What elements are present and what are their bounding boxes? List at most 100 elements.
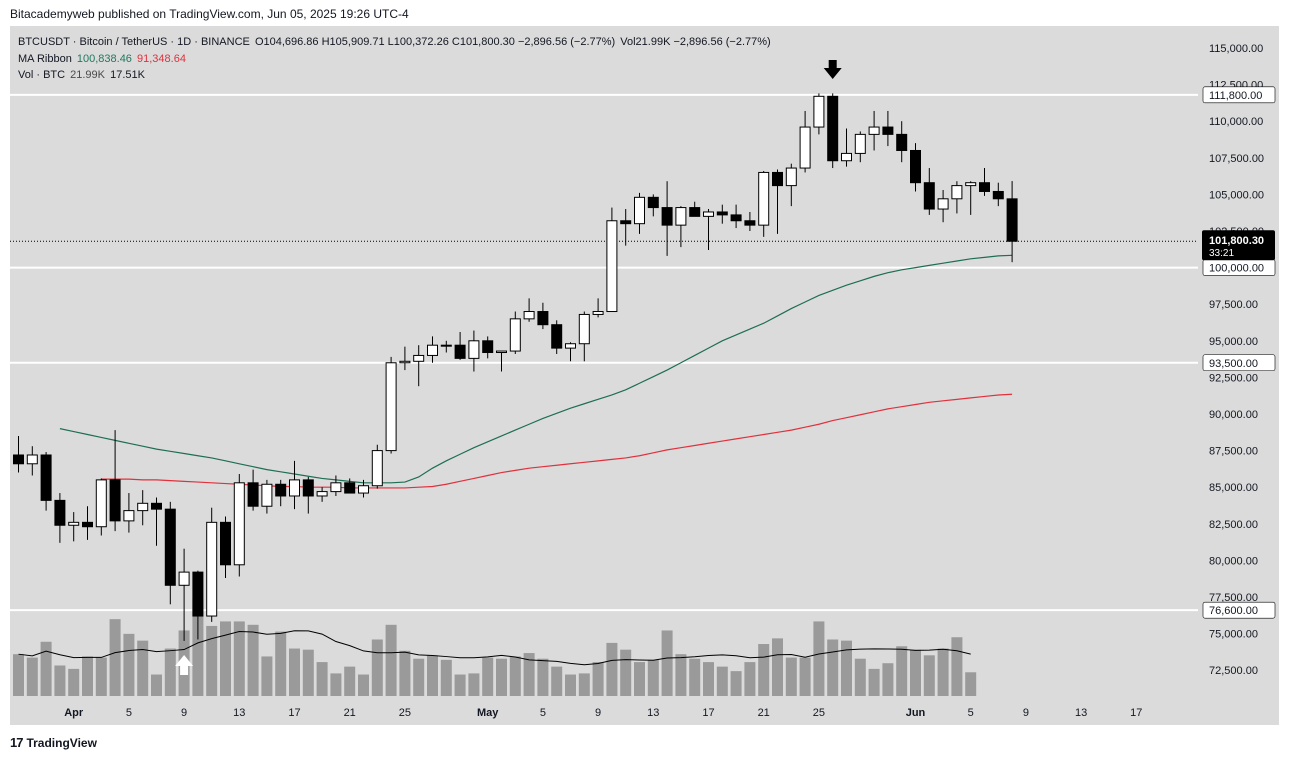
volume-bar	[937, 648, 949, 696]
volume-bar	[247, 624, 259, 696]
legend-ma-slow-value: 91,348.64	[137, 53, 186, 65]
legend-symbol[interactable]: BTCUSDT · Bitcoin / TetherUS · 1D · BINA…	[18, 36, 250, 48]
volume-bar	[882, 663, 894, 696]
volume-bar	[827, 639, 839, 696]
candle-up	[440, 344, 452, 347]
volume-bar	[344, 666, 356, 696]
candle-up	[371, 450, 383, 487]
candle-down	[40, 454, 52, 501]
volume-bar	[427, 655, 438, 696]
candle-down	[992, 190, 1004, 200]
publisher-line: Bitacademyweb published on TradingView.c…	[10, 7, 409, 21]
candle-up	[358, 485, 369, 494]
candle-up	[206, 521, 218, 617]
candle-up	[799, 126, 811, 169]
volume-bar	[261, 656, 273, 696]
volume-bar	[868, 668, 880, 696]
candle-up	[565, 343, 576, 349]
volume-bar	[330, 673, 342, 696]
candle-down	[109, 479, 121, 522]
last-price-label: 101,800.30	[1209, 235, 1264, 247]
volume-bar	[468, 673, 480, 696]
legend-vol-label[interactable]: Vol · BTC	[18, 69, 66, 81]
candle-down	[772, 171, 783, 187]
time-tick-label: 9	[1023, 707, 1029, 719]
price-tick-label: 92,500.00	[1209, 372, 1258, 384]
volume-bar	[509, 656, 521, 696]
candle-up	[841, 152, 852, 162]
candle-up	[330, 482, 342, 493]
time-tick-label: 17	[702, 707, 714, 719]
legend-ma-label[interactable]: MA Ribbon	[18, 53, 72, 65]
volume-bar	[813, 621, 825, 696]
volume-bar	[689, 658, 701, 696]
candle-up	[26, 454, 38, 465]
time-tick-label: 21	[758, 707, 770, 719]
candle-down	[482, 340, 494, 354]
volume-bar	[109, 619, 121, 696]
level-tag-label: 111,800.00	[1209, 90, 1262, 102]
level-tag-label: 100,000.00	[1209, 263, 1264, 275]
candle-up	[233, 482, 245, 566]
volume-bar	[730, 671, 742, 696]
candle-down	[192, 571, 204, 617]
volume-bar	[26, 657, 38, 696]
volume-bar	[316, 662, 328, 696]
candle-down	[54, 499, 66, 526]
time-tick-label: 13	[1075, 707, 1087, 719]
volume-bar	[716, 666, 728, 696]
price-tick-label: 75,000.00	[1209, 629, 1258, 641]
countdown-label: 33:21	[1209, 248, 1234, 259]
candle-down	[151, 502, 162, 510]
volume-bar	[68, 668, 80, 696]
candle-down	[551, 324, 563, 349]
candle-up	[854, 133, 866, 154]
volume-bar	[703, 662, 714, 696]
time-tick-label: 21	[344, 707, 356, 719]
level-tag	[1202, 601, 1276, 619]
ma-fast-line	[59, 254, 1013, 484]
candle-up	[813, 95, 825, 128]
time-tick-label: 13	[647, 707, 659, 719]
volume-bar	[289, 648, 300, 696]
volume-bar	[151, 674, 162, 696]
volume-bar	[592, 662, 604, 696]
candle-down	[620, 220, 632, 225]
volume-bar	[95, 657, 107, 696]
candle-down	[882, 126, 894, 135]
candle-down	[302, 479, 314, 497]
volume-bar	[965, 672, 977, 696]
volume-bar	[220, 621, 231, 696]
candle-up	[965, 182, 977, 187]
tradingview-brand: TradingView	[26, 735, 97, 750]
candle-down	[910, 149, 921, 184]
legend-ohlc: O104,696.86 H105,909.71 L100,372.26 C101…	[254, 36, 616, 48]
volume-bar	[413, 658, 425, 696]
time-tick-label: 17	[288, 707, 300, 719]
candle-up	[261, 483, 273, 507]
chart-area[interactable]	[10, 26, 1279, 725]
volume-bar	[206, 625, 218, 696]
volume-bar	[661, 630, 673, 696]
candle-down	[647, 196, 659, 209]
candle-down	[13, 454, 24, 465]
time-tick-label: 5	[540, 707, 546, 719]
volume-bar	[164, 648, 176, 696]
candle-up	[634, 196, 645, 225]
tradingview-footer[interactable]: 17 TradingView	[10, 735, 97, 750]
volume-bar	[578, 673, 590, 696]
price-tick-label: 110,000.00	[1209, 116, 1263, 128]
level-tag	[1202, 354, 1276, 372]
candle-up	[951, 185, 963, 200]
volume-bar	[647, 659, 659, 696]
volume-bar	[551, 666, 563, 696]
level-tag	[1202, 86, 1276, 104]
price-tick-label: 82,500.00	[1209, 519, 1258, 531]
volume-bar	[385, 624, 397, 696]
volume-bar	[496, 658, 507, 696]
candle-up	[606, 220, 618, 313]
volume-ma-line	[18, 630, 971, 666]
volume-bar	[454, 674, 466, 696]
candle-up	[178, 571, 190, 586]
candle-up	[123, 510, 135, 522]
